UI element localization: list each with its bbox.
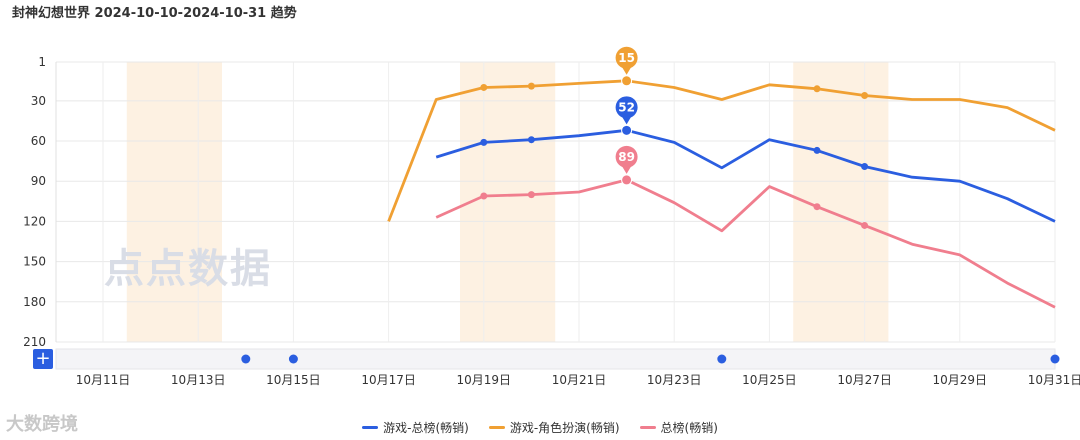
highlight-band <box>460 62 556 342</box>
legend-label: 总榜(畅销) <box>660 421 718 435</box>
callout-point <box>621 124 633 136</box>
highlight-band <box>126 62 222 342</box>
callout-pin <box>615 96 638 119</box>
series-line <box>435 128 1056 223</box>
legend-label: 游戏-总榜(畅销) <box>383 421 469 435</box>
x-tick-label: 10月23日 <box>647 373 702 387</box>
x-tick-label: 10月15日 <box>266 373 321 387</box>
y-tick-label: 1 <box>38 55 46 69</box>
y-tick-label: 180 <box>23 295 46 309</box>
legend-swatch <box>362 426 379 429</box>
callout-label: 15 <box>618 51 635 65</box>
data-point <box>861 221 869 229</box>
x-tick-label: 10月21日 <box>552 373 607 387</box>
scroller-dot <box>241 354 251 364</box>
callout-point <box>621 174 633 186</box>
chart-title: 封神幻想世界 2024-10-10-2024-10-31 趋势 <box>12 6 297 21</box>
x-tick-label: 10月31日 <box>1028 373 1080 387</box>
x-tick-label: 10月13日 <box>171 373 226 387</box>
legend-label: 游戏-角色扮演(畅销) <box>509 421 620 435</box>
legend-swatch <box>488 426 505 429</box>
x-tick-label: 10月19日 <box>457 373 512 387</box>
y-tick-label: 210 <box>23 335 46 349</box>
x-tick-label: 10月11日 <box>76 373 131 387</box>
callout-point <box>621 75 633 87</box>
data-point <box>480 138 488 146</box>
y-tick-label: 120 <box>23 214 46 228</box>
y-tick-label: 150 <box>23 255 46 269</box>
callout-label: 89 <box>618 150 635 164</box>
scroller-dot <box>717 354 727 364</box>
data-point <box>527 136 535 144</box>
scroller-dot <box>288 354 298 364</box>
y-tick-label: 30 <box>31 94 46 108</box>
zoom-in-button[interactable]: + <box>33 349 53 369</box>
legend-swatch <box>639 426 656 429</box>
data-point <box>527 82 535 90</box>
data-point <box>480 83 488 91</box>
x-tick-label: 10月29日 <box>933 373 988 387</box>
x-tick-label: 10月25日 <box>742 373 797 387</box>
data-point <box>527 191 535 199</box>
data-point <box>813 85 821 93</box>
callout-pin <box>615 145 638 168</box>
series-line <box>387 79 1056 222</box>
callout-pin <box>615 46 638 69</box>
watermark-logo: 点点数据 <box>104 246 272 292</box>
legend-item[interactable]: 总榜(畅销) <box>639 419 718 436</box>
corner-watermark: 大数跨境 <box>6 414 78 435</box>
range-scroller <box>55 348 1056 370</box>
legend-item[interactable]: 游戏-总榜(畅销) <box>362 419 469 436</box>
series-line <box>435 178 1056 309</box>
data-point <box>861 162 869 170</box>
x-tick-label: 10月27日 <box>837 373 892 387</box>
data-point <box>861 91 869 99</box>
data-point <box>813 203 821 211</box>
callout-label: 52 <box>618 100 635 114</box>
legend-item[interactable]: 游戏-角色扮演(畅销) <box>488 419 620 436</box>
data-point <box>813 146 821 154</box>
chart-legend: 游戏-总榜(畅销) 游戏-角色扮演(畅销) 总榜(畅销) <box>0 418 1080 436</box>
x-tick-label: 10月17日 <box>361 373 416 387</box>
y-tick-label: 90 <box>31 174 46 188</box>
y-tick-label: 60 <box>31 134 46 148</box>
data-point <box>480 192 488 200</box>
scroller-dot <box>1050 354 1060 364</box>
